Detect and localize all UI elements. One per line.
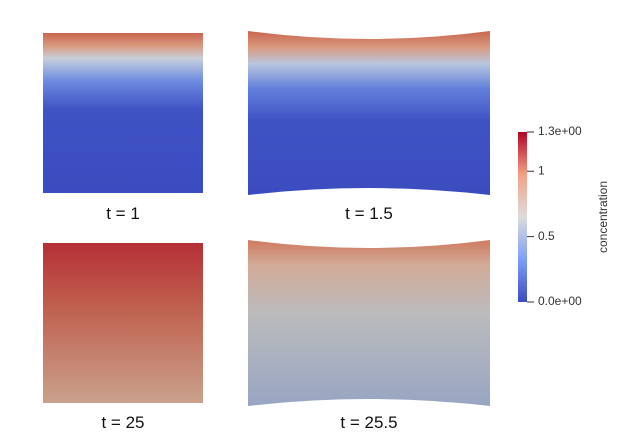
- colorbar-tick-label: 1.3e+00: [538, 124, 582, 138]
- field-panel: [248, 31, 490, 195]
- field-panel: [43, 243, 203, 403]
- field-panel: [43, 33, 203, 193]
- field-panel: [248, 240, 490, 406]
- colorbar-tick-label: 0.0e+00: [538, 294, 582, 308]
- panel-label: t = 25.5: [340, 413, 397, 432]
- panel-label: t = 25: [101, 413, 144, 432]
- colorbar-tick-label: 0.5: [538, 229, 555, 243]
- colorbar: [518, 132, 527, 302]
- panel-label: t = 1.5: [345, 204, 393, 223]
- colorbar-title: concentration: [596, 181, 610, 253]
- panel-label: t = 1: [106, 204, 140, 223]
- colorbar-tick-label: 1: [538, 163, 545, 177]
